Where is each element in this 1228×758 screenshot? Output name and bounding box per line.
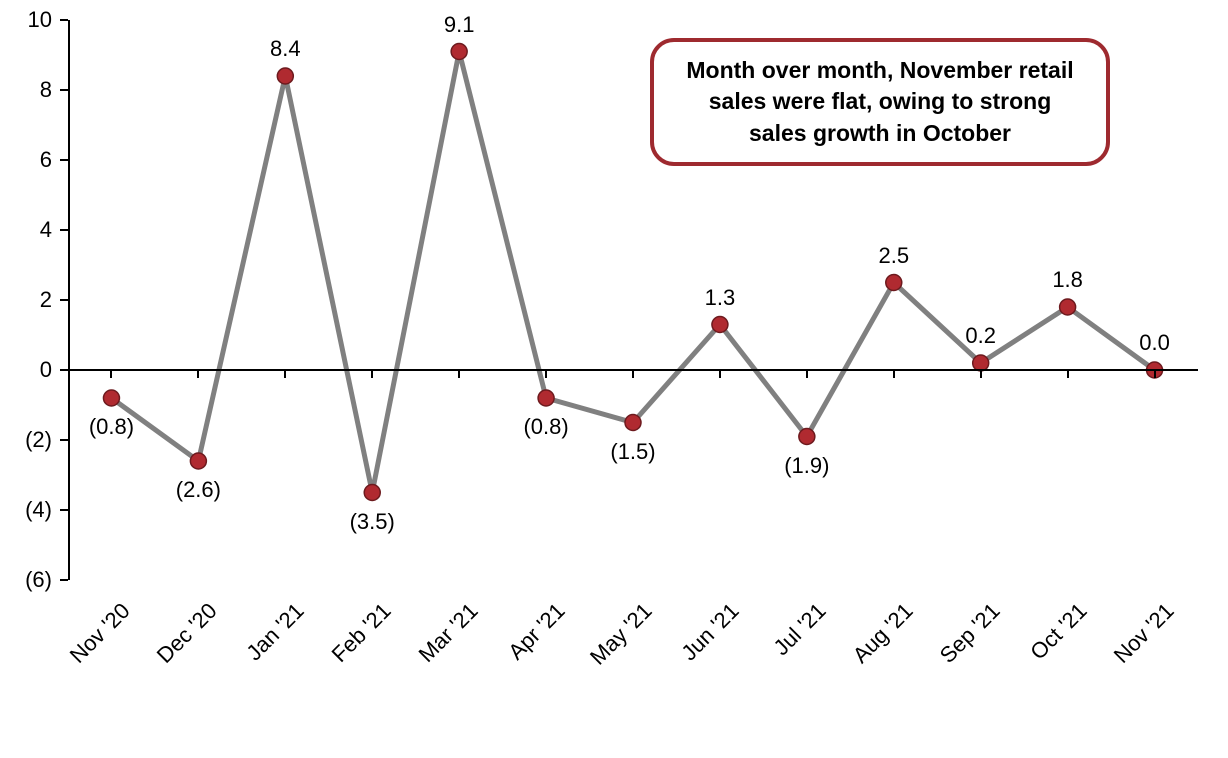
data-label: (1.5) — [593, 439, 673, 465]
y-tick — [60, 229, 68, 231]
x-axis-label: Nov '21 — [1019, 598, 1179, 758]
x-axis-label: Apr '21 — [411, 598, 571, 758]
x-tick — [545, 370, 547, 378]
y-axis-label: (4) — [0, 497, 52, 523]
data-label: 0.2 — [941, 323, 1021, 349]
data-label: (1.9) — [767, 453, 847, 479]
x-axis-label: Jan '21 — [150, 598, 310, 758]
data-label: (2.6) — [158, 477, 238, 503]
y-axis-label: 8 — [0, 77, 52, 103]
callout-text: Month over month, November retail sales … — [678, 55, 1082, 148]
data-label: 0.0 — [1115, 330, 1195, 356]
data-label: 8.4 — [245, 36, 325, 62]
x-tick — [806, 370, 808, 378]
callout-box: Month over month, November retail sales … — [650, 38, 1110, 166]
y-axis-label: (6) — [0, 567, 52, 593]
y-axis-label: 2 — [0, 287, 52, 313]
data-label: (0.8) — [506, 414, 586, 440]
y-tick — [60, 159, 68, 161]
data-label: 9.1 — [419, 12, 499, 38]
x-axis-label: Sep '21 — [845, 598, 1005, 758]
x-tick — [980, 370, 982, 378]
x-tick — [893, 370, 895, 378]
y-tick — [60, 369, 68, 371]
x-axis-label: May '21 — [498, 598, 658, 758]
y-tick — [60, 509, 68, 511]
y-axis-line — [68, 20, 70, 580]
data-label: (3.5) — [332, 509, 412, 535]
data-marker — [1060, 299, 1076, 315]
x-axis-label: Jun '21 — [585, 598, 745, 758]
x-axis-label: Dec '20 — [63, 598, 223, 758]
x-tick — [197, 370, 199, 378]
y-tick — [60, 19, 68, 21]
data-marker — [277, 68, 293, 84]
x-axis-label: Aug '21 — [758, 598, 918, 758]
y-tick — [60, 579, 68, 581]
x-tick — [458, 370, 460, 378]
x-tick — [110, 370, 112, 378]
data-marker — [712, 317, 728, 333]
retail-sales-chart: Month over month, November retail sales … — [0, 0, 1228, 699]
data-marker — [451, 44, 467, 60]
x-tick — [1067, 370, 1069, 378]
x-tick — [1154, 370, 1156, 378]
y-axis-label: 6 — [0, 147, 52, 173]
x-tick — [632, 370, 634, 378]
x-axis-label: Oct '21 — [932, 598, 1092, 758]
y-axis-label: 0 — [0, 357, 52, 383]
x-axis-label: Mar '21 — [324, 598, 484, 758]
data-label: 2.5 — [854, 243, 934, 269]
data-marker — [103, 390, 119, 406]
data-marker — [886, 275, 902, 291]
data-label: 1.8 — [1028, 267, 1108, 293]
y-axis-label: 4 — [0, 217, 52, 243]
x-tick — [371, 370, 373, 378]
x-axis-label: Jul '21 — [671, 598, 831, 758]
data-marker — [364, 485, 380, 501]
y-tick — [60, 89, 68, 91]
data-label: (0.8) — [71, 414, 151, 440]
x-axis-label: Feb '21 — [237, 598, 397, 758]
y-axis-label: (2) — [0, 427, 52, 453]
y-tick — [60, 299, 68, 301]
data-marker — [799, 429, 815, 445]
y-axis-label: 10 — [0, 7, 52, 33]
data-marker — [538, 390, 554, 406]
data-marker — [625, 415, 641, 431]
data-label: 1.3 — [680, 285, 760, 311]
x-tick — [719, 370, 721, 378]
y-tick — [60, 439, 68, 441]
x-tick — [284, 370, 286, 378]
data-marker — [190, 453, 206, 469]
